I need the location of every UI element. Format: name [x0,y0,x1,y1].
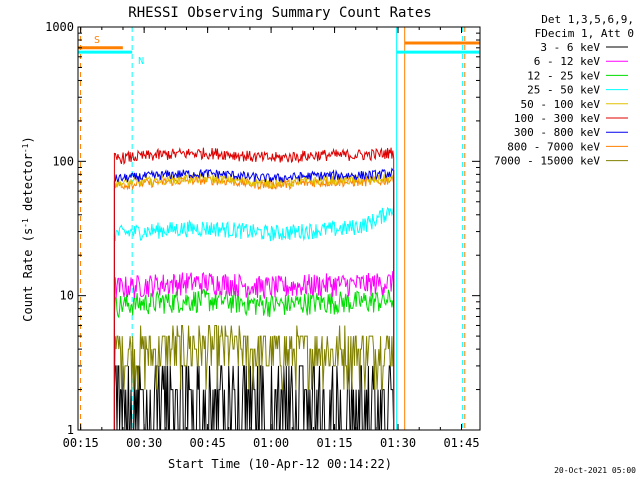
x-tick-label-6: 01:45 [443,436,479,450]
legend-label-2: 12 - 25 keV [527,69,600,82]
legend-label-6: 300 - 800 keV [514,126,600,139]
legend-label-7: 800 - 7000 keV [507,140,600,153]
x-tick-label-2: 00:45 [190,436,226,450]
legend-label-4: 50 - 100 keV [521,98,601,111]
y-tick-label-1: 10 [60,289,74,303]
plot-frame [77,26,481,431]
legend-header-line-1: Det 1,3,5,6,9, [541,13,634,26]
y-tick-label-0: 1 [67,423,74,437]
chart-title: RHESSI Observing Summary Count Rates [128,5,431,21]
y-axis-label: Count Rate (s-1 detector-1) [21,136,36,321]
legend-label-1: 6 - 12 keV [534,55,601,68]
x-tick-label-5: 01:30 [380,436,416,450]
x-tick-label-0: 00:15 [63,436,99,450]
x-tick-label-1: 00:30 [126,436,162,450]
series-line-3 [113,205,395,430]
segment-and-time-markers: SN [78,27,480,430]
series-line-6 [113,167,395,430]
y-tick-label-3: 1000 [45,20,74,34]
legend-label-5: 100 - 300 keV [514,112,600,125]
segment-label-0: S [94,35,100,46]
y-axis-label-prefix: Count Rate (s [21,228,35,322]
x-tick-label-4: 01:15 [316,436,352,450]
x-axis-label: Start Time (10-Apr-12 00:14:22) [168,457,392,471]
legend-header-line-2: FDecim 1, Att 0 [535,27,634,40]
x-tick-label-3: 01:00 [253,436,289,450]
y-axis-label-suffix: ) [21,136,35,143]
legend: Det 1,3,5,6,9, FDecim 1, Att 0 3 - 6 keV… [494,13,634,168]
series-line-5 [113,146,395,430]
series-line-8 [113,325,395,430]
y-axis-label-sup2: -1 [21,143,30,153]
segment-label-1: N [138,56,144,67]
series-line-1 [113,270,395,430]
y-tick-label-2: 100 [52,154,74,168]
footer-timestamp: 20-Oct-2021 05:00 [554,466,636,475]
series-layer [113,146,395,431]
legend-label-3: 25 - 50 keV [527,84,600,97]
y-axis-label-sup1: -1 [21,218,30,228]
series-line-2 [113,288,395,430]
axis-ticks: 00:15 00:30 00:45 01:00 01:15 01:30 01:45 1 10 10… [45,20,480,450]
legend-label-8: 7000 - 15000 keV [494,155,600,168]
y-axis-label-mid: detector [21,153,35,218]
legend-label-0: 3 - 6 keV [540,41,600,54]
